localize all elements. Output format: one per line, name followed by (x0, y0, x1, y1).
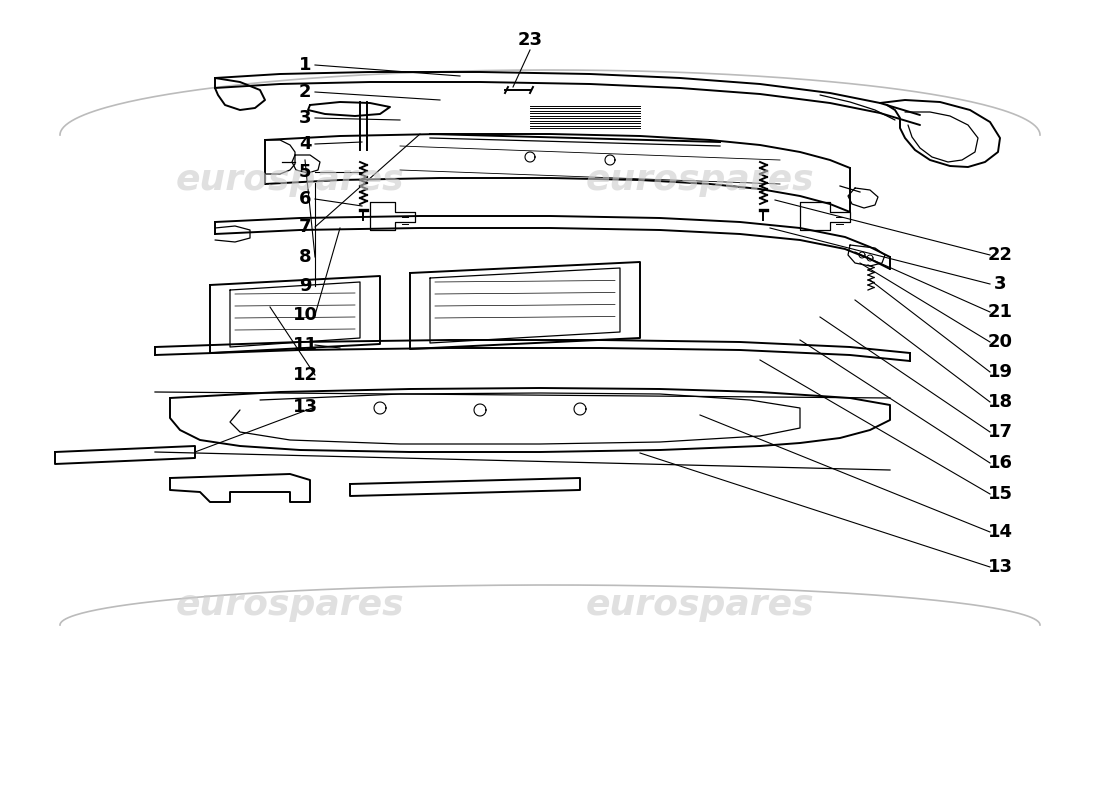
Text: 20: 20 (988, 333, 1012, 351)
Text: 23: 23 (517, 31, 542, 49)
Text: 12: 12 (293, 366, 318, 384)
Text: 13: 13 (293, 398, 318, 416)
Text: 4: 4 (299, 135, 311, 153)
Text: 5: 5 (299, 163, 311, 181)
Text: eurospares: eurospares (585, 588, 814, 622)
Text: 3: 3 (993, 275, 1007, 293)
Text: 22: 22 (988, 246, 1012, 264)
Text: 8: 8 (299, 248, 311, 266)
Text: 3: 3 (299, 109, 311, 127)
Text: 14: 14 (988, 523, 1012, 541)
Text: 13: 13 (988, 558, 1012, 576)
Text: 1: 1 (299, 56, 311, 74)
Text: 15: 15 (988, 485, 1012, 503)
Text: 10: 10 (293, 306, 318, 324)
Text: 17: 17 (988, 423, 1012, 441)
Text: eurospares: eurospares (176, 588, 405, 622)
Text: 7: 7 (299, 218, 311, 236)
Text: 2: 2 (299, 83, 311, 101)
Text: 16: 16 (988, 454, 1012, 472)
Text: 11: 11 (293, 336, 318, 354)
Text: eurospares: eurospares (585, 163, 814, 197)
Text: 18: 18 (988, 393, 1013, 411)
Text: eurospares: eurospares (176, 163, 405, 197)
Text: 19: 19 (988, 363, 1012, 381)
Text: 21: 21 (988, 303, 1012, 321)
Text: 6: 6 (299, 190, 311, 208)
Text: 9: 9 (299, 277, 311, 295)
